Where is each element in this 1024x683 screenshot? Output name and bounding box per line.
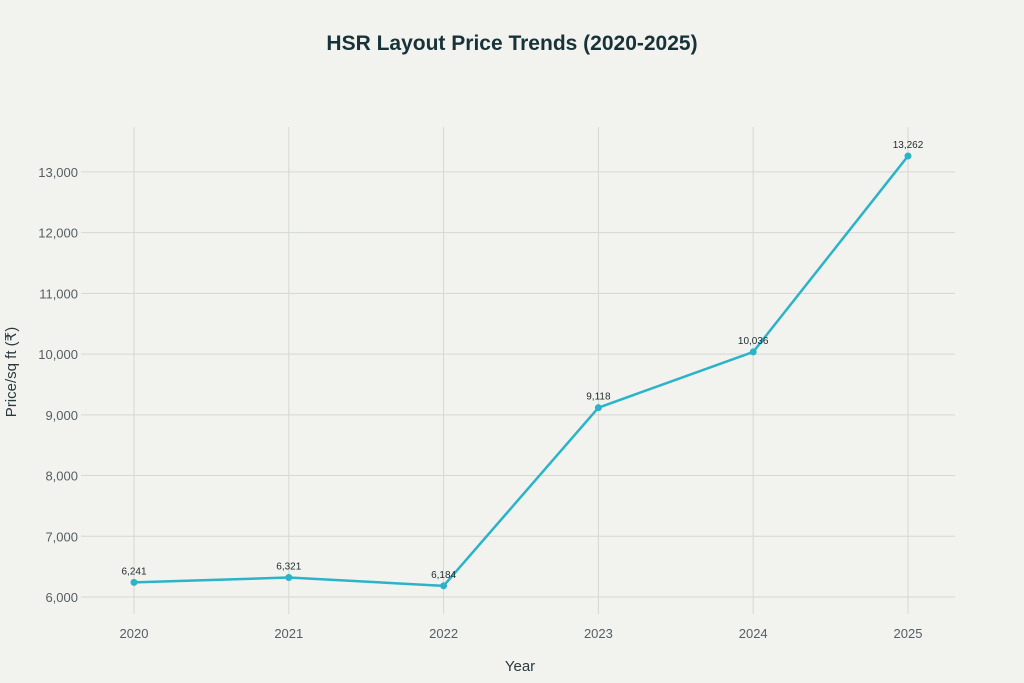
y-tick-label-8000: 8,000 bbox=[45, 469, 78, 484]
data-label-2021: 6,321 bbox=[276, 562, 301, 573]
chart-title: HSR Layout Price Trends (2020-2025) bbox=[326, 32, 697, 55]
x-tick-label-2020: 2020 bbox=[120, 626, 149, 641]
y-tick-label-9000: 9,000 bbox=[45, 408, 78, 423]
y-axis-title: Price/sq ft (₹) bbox=[3, 327, 20, 417]
data-point-2025 bbox=[904, 152, 912, 160]
series-line-0 bbox=[132, 154, 910, 588]
x-tick-label-2021: 2021 bbox=[274, 626, 303, 641]
x-axis-ticks: 2020 2021 2022 2023 2024 2025 bbox=[120, 626, 923, 641]
y-tick-label-11000: 11,000 bbox=[39, 286, 78, 301]
data-point-2020 bbox=[130, 578, 138, 586]
x-tick-label-2025: 2025 bbox=[894, 626, 923, 641]
y-tick-label-7000: 7,000 bbox=[45, 529, 78, 544]
data-label-2023: 9,118 bbox=[586, 392, 611, 403]
y-tick-label-6000: 6,000 bbox=[45, 590, 78, 605]
data-point-2022 bbox=[440, 582, 448, 590]
y-axis-ticks: 6,000 7,000 8,000 9,000 10,000 11,000 12,000 13… bbox=[38, 165, 78, 605]
x-tick-label-2023: 2023 bbox=[584, 626, 613, 641]
series-layer bbox=[132, 154, 910, 588]
horizontal-gridlines bbox=[81, 171, 955, 598]
data-labels: 6,241 6,321 6,184 9,118 10,036 13,262 bbox=[121, 140, 923, 581]
data-label-2020: 6,241 bbox=[121, 566, 146, 577]
x-tick-label-2022: 2022 bbox=[429, 626, 458, 641]
data-label-2022: 6,184 bbox=[431, 570, 456, 581]
data-point-2024 bbox=[749, 348, 757, 356]
x-axis-title: Year bbox=[505, 658, 535, 675]
vertical-gridlines bbox=[133, 127, 909, 614]
data-label-2024: 10,036 bbox=[738, 336, 769, 347]
data-point-2021 bbox=[285, 574, 293, 582]
y-tick-label-13000: 13,000 bbox=[38, 165, 78, 180]
x-tick-label-2024: 2024 bbox=[739, 626, 768, 641]
y-tick-label-10000: 10,000 bbox=[38, 347, 78, 362]
data-point-2023 bbox=[594, 404, 602, 412]
y-tick-label-12000: 12,000 bbox=[38, 226, 78, 241]
data-label-2025: 13,262 bbox=[893, 140, 924, 151]
data-points bbox=[130, 152, 912, 590]
